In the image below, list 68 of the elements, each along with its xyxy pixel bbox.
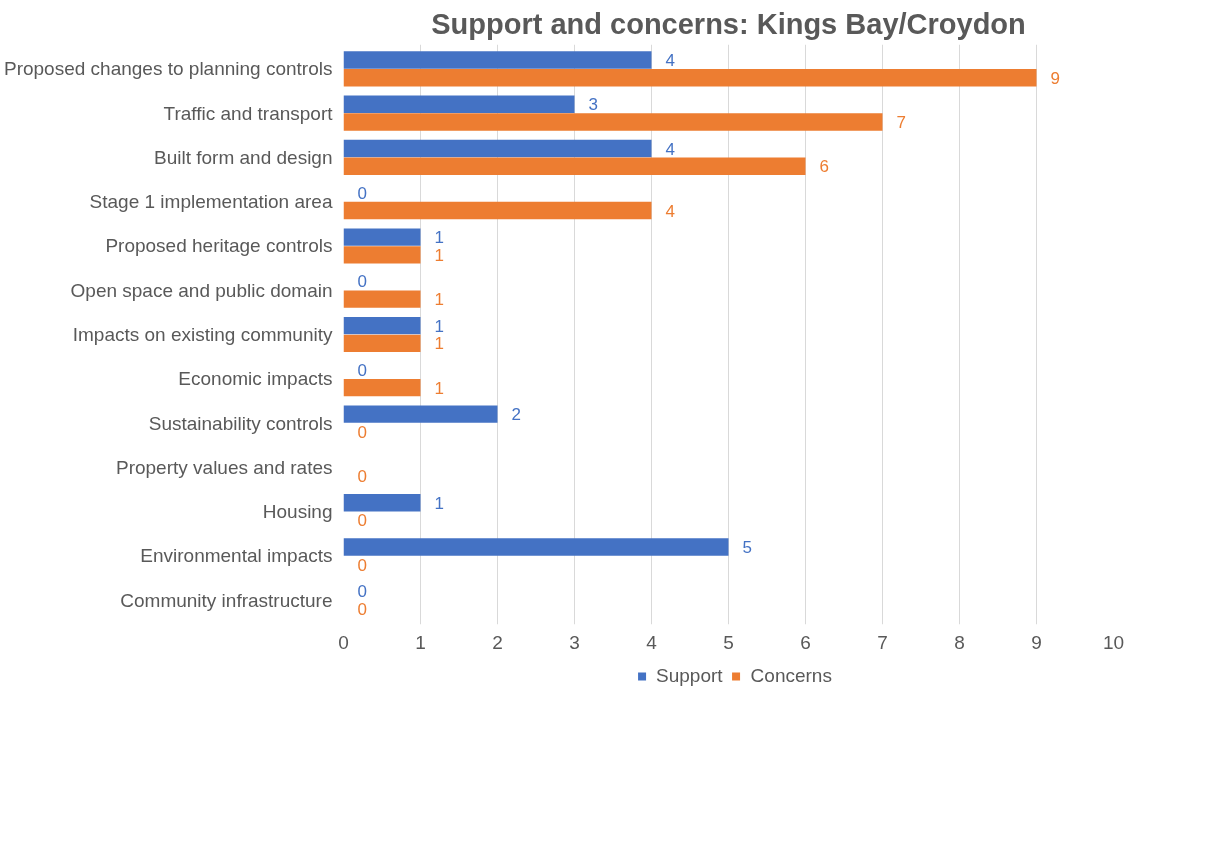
data-label: 4 bbox=[665, 201, 675, 221]
x-tick-label: 9 bbox=[1031, 631, 1042, 653]
data-label: 5 bbox=[742, 538, 752, 558]
data-label: 0 bbox=[357, 582, 367, 602]
x-tick-label: 7 bbox=[877, 631, 888, 653]
y-tick-label: Proposed changes to planning controls bbox=[4, 58, 333, 80]
bar bbox=[343, 95, 575, 113]
data-label: 1 bbox=[434, 316, 444, 336]
bar bbox=[343, 157, 806, 175]
legend-label: Support bbox=[656, 665, 723, 687]
x-tick-label: 2 bbox=[492, 631, 503, 653]
data-label: 1 bbox=[434, 245, 444, 265]
x-tick-label: 6 bbox=[800, 631, 811, 653]
bar bbox=[343, 405, 498, 423]
data-label: 0 bbox=[357, 422, 367, 442]
y-tick-label: Housing bbox=[262, 501, 333, 523]
x-tick-label: 8 bbox=[954, 631, 965, 653]
y-tick-label: Proposed heritage controls bbox=[105, 235, 333, 257]
bar bbox=[343, 201, 652, 220]
x-tick-label: 4 bbox=[646, 631, 658, 653]
data-label: 0 bbox=[357, 183, 367, 203]
data-label: 0 bbox=[357, 360, 367, 380]
x-tick-label: 10 bbox=[1102, 631, 1125, 653]
data-label: 4 bbox=[665, 51, 675, 70]
data-label: 3 bbox=[588, 95, 598, 115]
chart-title: Support and concerns: Kings Bay/Croydon bbox=[431, 7, 1026, 40]
data-label: 4 bbox=[665, 139, 675, 159]
bar bbox=[343, 538, 729, 556]
y-tick-label: Sustainability controls bbox=[148, 412, 333, 434]
data-label: 7 bbox=[896, 112, 906, 132]
y-tick-label: Impacts on existing community bbox=[72, 324, 333, 345]
data-label: 1 bbox=[434, 493, 444, 513]
data-label: 2 bbox=[511, 405, 521, 425]
bar bbox=[343, 316, 421, 335]
bar bbox=[343, 113, 883, 131]
bar bbox=[343, 139, 652, 158]
y-tick-label: Traffic and transport bbox=[163, 102, 334, 124]
y-tick-label: Open space and public domain bbox=[70, 279, 333, 301]
data-label: 0 bbox=[357, 511, 367, 531]
bar bbox=[343, 290, 421, 308]
data-label: 0 bbox=[357, 600, 367, 619]
y-tick-label: Property values and rates bbox=[115, 456, 333, 478]
bar bbox=[343, 228, 421, 246]
bar bbox=[343, 51, 652, 69]
data-label: 0 bbox=[357, 555, 367, 575]
data-label: 9 bbox=[1050, 68, 1060, 88]
data-label: 0 bbox=[357, 272, 367, 292]
legend-label: Concerns bbox=[750, 665, 832, 687]
data-label: 6 bbox=[819, 157, 829, 177]
data-label: 1 bbox=[434, 290, 444, 310]
bar bbox=[343, 246, 421, 264]
data-label: 1 bbox=[434, 378, 444, 398]
y-tick-label: Environmental impacts bbox=[140, 545, 333, 567]
bar bbox=[343, 334, 421, 353]
bar bbox=[343, 69, 1037, 87]
bar bbox=[343, 378, 421, 397]
y-tick-label: Stage 1 implementation area bbox=[89, 191, 333, 213]
x-tick-label: 3 bbox=[569, 631, 580, 653]
x-tick-label: 0 bbox=[338, 631, 349, 653]
data-label: 1 bbox=[434, 334, 444, 354]
y-tick-label: Built form and design bbox=[154, 146, 333, 168]
y-tick-label: Community infrastructure bbox=[120, 589, 333, 611]
x-tick-label: 5 bbox=[723, 631, 734, 653]
data-label: 1 bbox=[434, 228, 444, 248]
bar bbox=[343, 494, 421, 512]
x-tick-label: 1 bbox=[415, 631, 426, 653]
data-label: 0 bbox=[357, 467, 367, 487]
y-tick-label: Economic impacts bbox=[178, 368, 333, 390]
